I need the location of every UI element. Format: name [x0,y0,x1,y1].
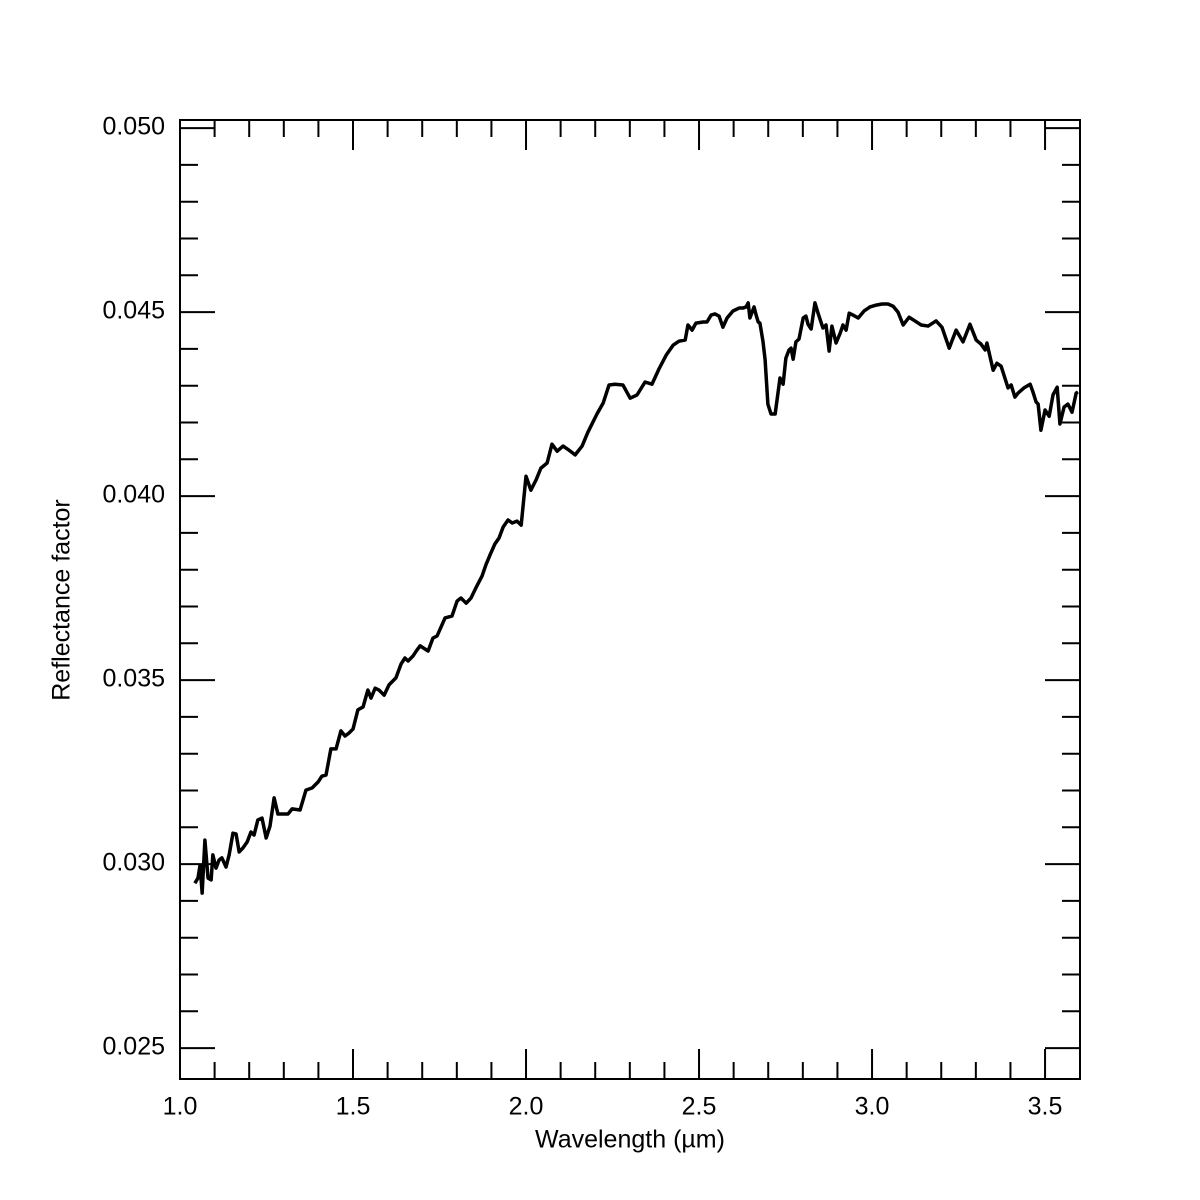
y-tick-label: 0.040 [102,481,165,509]
plot-frame [179,119,1081,1080]
x-tick-label: 1.5 [336,1093,371,1121]
x-tick-label: 2.5 [682,1093,717,1121]
x-tick-label: 2.0 [509,1093,544,1121]
x-tick-label: 1.0 [163,1093,198,1121]
y-tick-label: 0.035 [102,665,165,693]
y-tick-label: 0.030 [102,849,165,877]
x-tick-label: 3.0 [855,1093,890,1121]
x-tick-label: 3.5 [1028,1093,1063,1121]
y-tick-label: 0.025 [102,1033,165,1061]
x-axis-label: Wavelength (µm) [535,1126,725,1154]
y-axis-label: Reflectance factor [48,499,76,701]
spectrum-line [193,301,1079,895]
y-tick-label: 0.045 [102,297,165,325]
y-tick-label: 0.050 [102,113,165,141]
